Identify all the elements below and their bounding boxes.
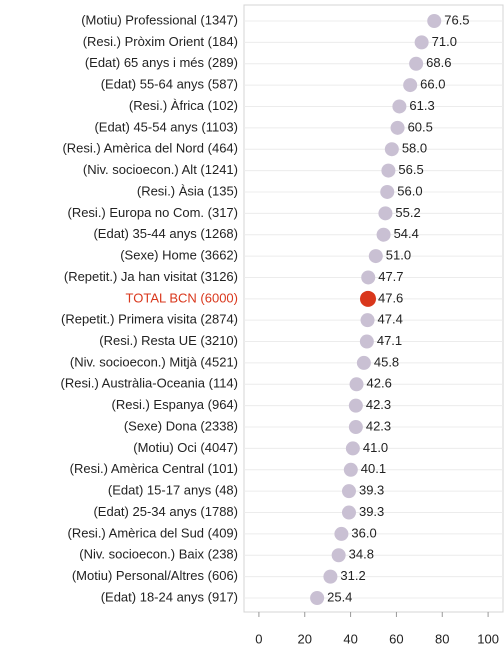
value-label: 47.6 xyxy=(378,290,403,305)
category-label: (Motiu) Professional (1347) xyxy=(81,12,238,27)
value-label: 76.5 xyxy=(444,12,469,27)
category-label: (Resi.) Espanya (964) xyxy=(112,397,238,412)
value-label: 39.3 xyxy=(359,483,384,498)
value-label: 42.3 xyxy=(366,397,391,412)
value-label: 56.0 xyxy=(397,183,422,198)
dot xyxy=(356,355,371,370)
value-label: 60.5 xyxy=(408,119,433,134)
category-label: (Edat) 45-54 anys (1103) xyxy=(94,119,238,134)
dot xyxy=(331,548,346,563)
x-tick-label: 80 xyxy=(435,631,449,646)
dot xyxy=(414,35,429,50)
dot xyxy=(384,142,399,157)
category-label: (Resi.) Amèrica Central (101) xyxy=(70,461,238,476)
category-label: (Resi.) Àfrica (102) xyxy=(129,98,238,113)
value-label: 31.2 xyxy=(340,568,365,583)
category-label: TOTAL BCN (6000) xyxy=(126,290,238,305)
x-tick-label: 100 xyxy=(477,631,499,646)
value-label: 39.3 xyxy=(359,504,384,519)
value-label: 47.7 xyxy=(378,269,403,284)
dot xyxy=(360,313,375,328)
dot xyxy=(381,163,396,178)
dot xyxy=(380,184,395,199)
dot xyxy=(341,484,356,499)
value-label: 71.0 xyxy=(432,34,457,49)
category-label: (Edat) 18-24 anys (917) xyxy=(101,589,238,604)
x-tick-label: 40 xyxy=(343,631,357,646)
dot xyxy=(323,569,338,584)
category-label: (Niv. socioecon.) Alt (1241) xyxy=(83,162,238,177)
dot xyxy=(341,505,356,520)
value-label: 66.0 xyxy=(420,77,445,92)
dot xyxy=(345,441,360,456)
plot-frame xyxy=(243,4,504,613)
category-label: (Edat) 35-44 anys (1268) xyxy=(93,226,238,241)
category-label: (Resi.) Àsia (135) xyxy=(137,183,238,198)
dot xyxy=(361,270,376,285)
category-label: (Resi.) Pròxim Orient (184) xyxy=(83,34,238,49)
category-label: (Resi.) Europa no Com. (317) xyxy=(67,205,238,220)
category-label: (Repetit.) Primera visita (2874) xyxy=(61,312,238,327)
value-label: 36.0 xyxy=(351,525,376,540)
dot xyxy=(390,120,405,135)
dot xyxy=(348,420,363,435)
dot xyxy=(376,227,391,242)
dot xyxy=(359,290,376,307)
category-label: (Motiu) Oci (4047) xyxy=(133,440,238,455)
category-label: (Resi.) Amèrica del Sud (409) xyxy=(67,525,238,540)
category-label: (Edat) 65 anys i més (289) xyxy=(85,55,238,70)
dot xyxy=(403,78,418,93)
category-label: (Motiu) Personal/Altres (606) xyxy=(72,568,238,583)
dot xyxy=(349,377,364,392)
dot xyxy=(368,249,383,264)
category-label: (Niv. socioecon.) Baix (238) xyxy=(79,547,238,562)
category-label: (Sexe) Home (3662) xyxy=(120,248,238,263)
category-label: (Resi.) Amèrica del Nord (464) xyxy=(62,141,238,156)
x-tick-label: 60 xyxy=(389,631,403,646)
category-label: (Sexe) Dona (2338) xyxy=(124,418,238,433)
value-label: 51.0 xyxy=(386,248,411,263)
dot xyxy=(343,462,358,477)
value-label: 42.6 xyxy=(367,376,392,391)
category-label: (Niv. socioecon.) Mitjà (4521) xyxy=(70,354,238,369)
dot xyxy=(392,99,407,114)
value-label: 41.0 xyxy=(363,440,388,455)
dot xyxy=(427,14,442,28)
category-label: (Repetit.) Ja han visitat (3126) xyxy=(64,269,238,284)
value-label: 47.4 xyxy=(378,312,403,327)
category-label: (Edat) 25-34 anys (1788) xyxy=(93,504,238,519)
dot xyxy=(310,591,325,605)
value-label: 61.3 xyxy=(409,98,434,113)
dot xyxy=(378,206,393,221)
dot xyxy=(359,334,374,349)
category-label: (Resi.) Resta UE (3210) xyxy=(99,333,238,348)
value-label: 47.1 xyxy=(377,333,402,348)
category-label: (Edat) 55-64 anys (587) xyxy=(101,77,238,92)
value-label: 55.2 xyxy=(395,205,420,220)
value-label: 68.6 xyxy=(426,55,451,70)
category-label: (Edat) 15-17 anys (48) xyxy=(108,483,238,498)
dot xyxy=(409,56,424,71)
x-tick-label: 0 xyxy=(255,631,262,646)
value-label: 45.8 xyxy=(374,354,399,369)
dot xyxy=(334,526,349,541)
value-label: 56.5 xyxy=(398,162,423,177)
value-label: 58.0 xyxy=(402,141,427,156)
dot xyxy=(348,398,363,413)
value-label: 42.3 xyxy=(366,418,391,433)
category-label: (Resi.) Austràlia-Oceania (114) xyxy=(61,376,239,391)
value-label: 25.4 xyxy=(327,589,352,604)
value-label: 54.4 xyxy=(394,226,419,241)
value-label: 34.8 xyxy=(349,547,374,562)
value-label: 40.1 xyxy=(361,461,386,476)
x-tick-label: 20 xyxy=(298,631,312,646)
